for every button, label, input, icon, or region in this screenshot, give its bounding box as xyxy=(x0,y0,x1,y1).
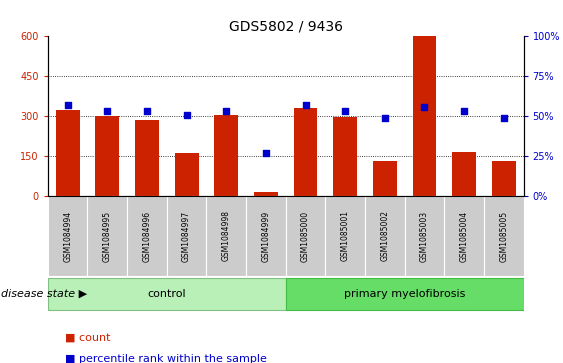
Bar xyxy=(285,196,325,276)
Bar xyxy=(207,196,246,276)
Point xyxy=(301,102,310,108)
Bar xyxy=(246,196,285,276)
Text: ■ count: ■ count xyxy=(65,332,110,342)
Point xyxy=(222,109,231,114)
Text: GSM1084996: GSM1084996 xyxy=(142,211,151,261)
Point xyxy=(142,109,151,114)
Bar xyxy=(294,108,318,196)
Bar xyxy=(444,196,484,276)
Text: GSM1085001: GSM1085001 xyxy=(341,211,350,261)
Bar xyxy=(48,278,285,310)
Point xyxy=(103,109,112,114)
Text: GSM1084995: GSM1084995 xyxy=(103,211,112,261)
Bar xyxy=(87,196,127,276)
Text: GSM1084994: GSM1084994 xyxy=(63,211,72,261)
Bar xyxy=(285,278,524,310)
Bar xyxy=(333,118,357,196)
Point xyxy=(182,112,191,118)
Text: GSM1085000: GSM1085000 xyxy=(301,211,310,261)
Bar xyxy=(484,196,524,276)
Bar xyxy=(95,116,119,196)
Text: GSM1085003: GSM1085003 xyxy=(420,211,429,261)
Bar xyxy=(325,196,365,276)
Text: control: control xyxy=(148,289,186,299)
Bar xyxy=(373,162,397,196)
Bar xyxy=(48,196,87,276)
Title: GDS5802 / 9436: GDS5802 / 9436 xyxy=(229,20,343,34)
Bar xyxy=(127,196,167,276)
Bar xyxy=(135,120,159,196)
Bar xyxy=(175,154,199,196)
Point xyxy=(459,109,468,114)
Bar xyxy=(167,196,207,276)
Text: GSM1085004: GSM1085004 xyxy=(459,211,468,261)
Text: GSM1085002: GSM1085002 xyxy=(381,211,390,261)
Text: disease state ▶: disease state ▶ xyxy=(1,289,87,299)
Point xyxy=(341,109,350,114)
Text: primary myelofibrosis: primary myelofibrosis xyxy=(344,289,466,299)
Text: GSM1085005: GSM1085005 xyxy=(499,211,508,261)
Bar xyxy=(56,110,79,196)
Bar xyxy=(452,152,476,196)
Text: GSM1084999: GSM1084999 xyxy=(261,211,270,261)
Text: ■ percentile rank within the sample: ■ percentile rank within the sample xyxy=(65,354,267,363)
Point xyxy=(261,150,270,156)
Bar xyxy=(413,36,436,196)
Bar xyxy=(215,115,238,196)
Point xyxy=(499,115,508,121)
Bar xyxy=(365,196,405,276)
Point xyxy=(420,104,429,110)
Bar xyxy=(405,196,444,276)
Point xyxy=(381,115,390,121)
Text: GSM1084998: GSM1084998 xyxy=(222,211,231,261)
Bar xyxy=(254,192,278,196)
Text: GSM1084997: GSM1084997 xyxy=(182,211,191,261)
Bar xyxy=(492,162,516,196)
Point xyxy=(63,102,72,108)
